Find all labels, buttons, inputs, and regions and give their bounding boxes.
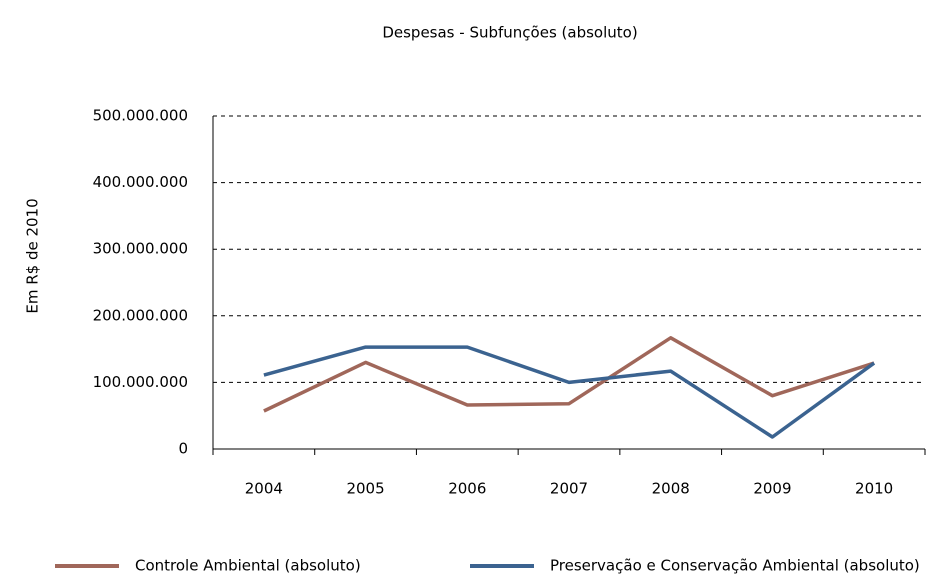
- x-tick-label: 2010: [855, 480, 893, 498]
- y-tick-label: 200.000.000: [93, 306, 188, 324]
- x-tick-label: 2009: [753, 480, 791, 498]
- y-tick-label: 500.000.000: [93, 107, 188, 125]
- legend-label: Controle Ambiental (absoluto): [135, 557, 361, 575]
- y-tick-label: 300.000.000: [93, 240, 188, 258]
- y-axis-label: Em R$ de 2010: [24, 198, 42, 313]
- y-tick-label: 100.000.000: [93, 373, 188, 391]
- y-tick-label: 400.000.000: [93, 173, 188, 191]
- x-tick-label: 2004: [245, 480, 283, 498]
- series-line: [263, 336, 875, 413]
- x-tick-label: 2005: [346, 480, 384, 498]
- x-tick-label: 2006: [448, 480, 486, 498]
- legend-label: Preservação e Conservação Ambiental (abs…: [550, 557, 920, 575]
- chart-title: Despesas - Subfunções (absoluto): [382, 24, 637, 42]
- series-line: [263, 345, 876, 439]
- y-tick-label: 0: [178, 440, 188, 458]
- x-tick-label: 2008: [652, 480, 690, 498]
- x-tick-label: 2007: [550, 480, 588, 498]
